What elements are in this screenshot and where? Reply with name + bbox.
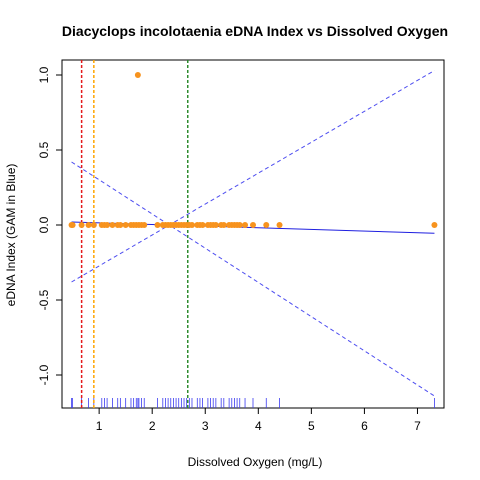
plot-area: 1 2 3 4 5 6 7 -1.0 -0.5 0.0 0.5 1.0 — [37, 59, 445, 433]
data-point — [134, 72, 141, 78]
data-point — [122, 222, 129, 228]
data-point — [212, 222, 219, 228]
data-point — [104, 222, 111, 228]
x-tick-label: 1 — [96, 419, 103, 433]
data-point — [250, 222, 256, 228]
data-point — [276, 222, 283, 228]
data-point — [188, 222, 195, 228]
data-point — [90, 222, 97, 228]
x-tick-label: 6 — [361, 419, 368, 433]
data-point — [117, 222, 124, 228]
x-axis-label: Dissolved Oxygen (mg/L) — [188, 455, 323, 469]
data-point — [236, 222, 243, 228]
x-tick-label: 7 — [414, 419, 421, 433]
data-point — [431, 222, 438, 228]
data-point — [199, 222, 206, 228]
plot-frame — [61, 59, 445, 409]
ci-lower-line — [71, 161, 435, 397]
data-point — [78, 222, 85, 228]
data-point — [242, 222, 249, 228]
data-point — [69, 222, 76, 228]
y-axis-label: eDNA Index (GAM in Blue) — [4, 164, 18, 307]
y-tick-label: 0.5 — [37, 141, 51, 158]
data-point — [220, 222, 227, 228]
y-tick-label: -0.5 — [37, 289, 51, 310]
y-tick-label: 1.0 — [37, 66, 51, 83]
ci-upper-line — [71, 70, 435, 283]
data-point — [263, 222, 270, 228]
x-tick-label: 5 — [308, 419, 315, 433]
data-point — [109, 222, 116, 228]
data-point — [141, 222, 148, 228]
y-tick-label: -1.0 — [37, 364, 51, 385]
chart-title: Diacyclops incolotaenia eDNA Index vs Di… — [62, 23, 448, 39]
x-tick-label: 4 — [255, 419, 262, 433]
data-point — [85, 222, 92, 228]
y-tick-label: 0.0 — [37, 216, 51, 233]
data-point — [154, 222, 161, 228]
x-tick-label: 3 — [202, 419, 209, 433]
x-tick-label: 2 — [149, 419, 156, 433]
